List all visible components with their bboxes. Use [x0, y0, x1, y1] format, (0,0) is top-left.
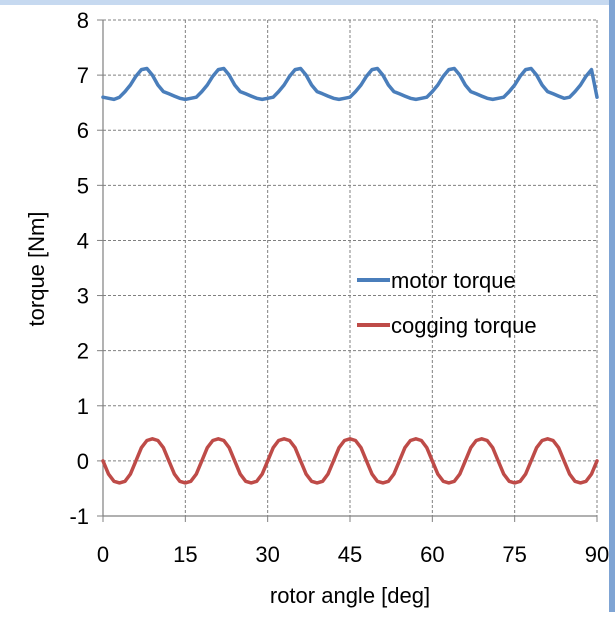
y-tick-label: 6 — [77, 118, 89, 143]
y-tick-label: 3 — [77, 284, 89, 309]
series-line-motor-torque — [101, 66, 599, 102]
y-tick-label: 5 — [77, 173, 89, 198]
y-tick-label: 2 — [77, 339, 89, 364]
legend: motor torque cogging torque — [357, 268, 537, 338]
x-tick-label: 60 — [420, 542, 444, 567]
x-tick-label: 45 — [338, 542, 362, 567]
x-tick-label: 75 — [502, 542, 526, 567]
y-tick-label: 4 — [77, 228, 89, 253]
series-line-cogging-torque — [101, 437, 599, 485]
x-tick-label: 90 — [585, 542, 609, 567]
legend-label-cogging-torque: cogging torque — [391, 313, 537, 338]
y-tick-label: 0 — [77, 449, 89, 474]
top-frame-edge — [0, 0, 615, 5]
y-axis-label: torque [Nm] — [24, 212, 49, 327]
series-lines — [101, 66, 599, 485]
y-tick-label: 1 — [77, 394, 89, 419]
x-tick-label: 15 — [173, 542, 197, 567]
axes — [97, 19, 598, 522]
y-tick-labels: -1 0 1 2 3 4 5 6 7 8 — [69, 8, 89, 529]
right-frame-edge — [609, 0, 615, 612]
x-axis-label: rotor angle [deg] — [270, 583, 430, 608]
x-tick-labels: 0 15 30 45 60 75 90 — [97, 542, 609, 567]
x-tick-label: 30 — [255, 542, 279, 567]
y-tick-label: -1 — [69, 504, 89, 529]
y-tick-label: 8 — [77, 8, 89, 33]
legend-label-motor-torque: motor torque — [391, 268, 516, 293]
x-tick-label: 0 — [97, 542, 109, 567]
y-tick-label: 7 — [77, 63, 89, 88]
grid-lines — [103, 19, 598, 516]
